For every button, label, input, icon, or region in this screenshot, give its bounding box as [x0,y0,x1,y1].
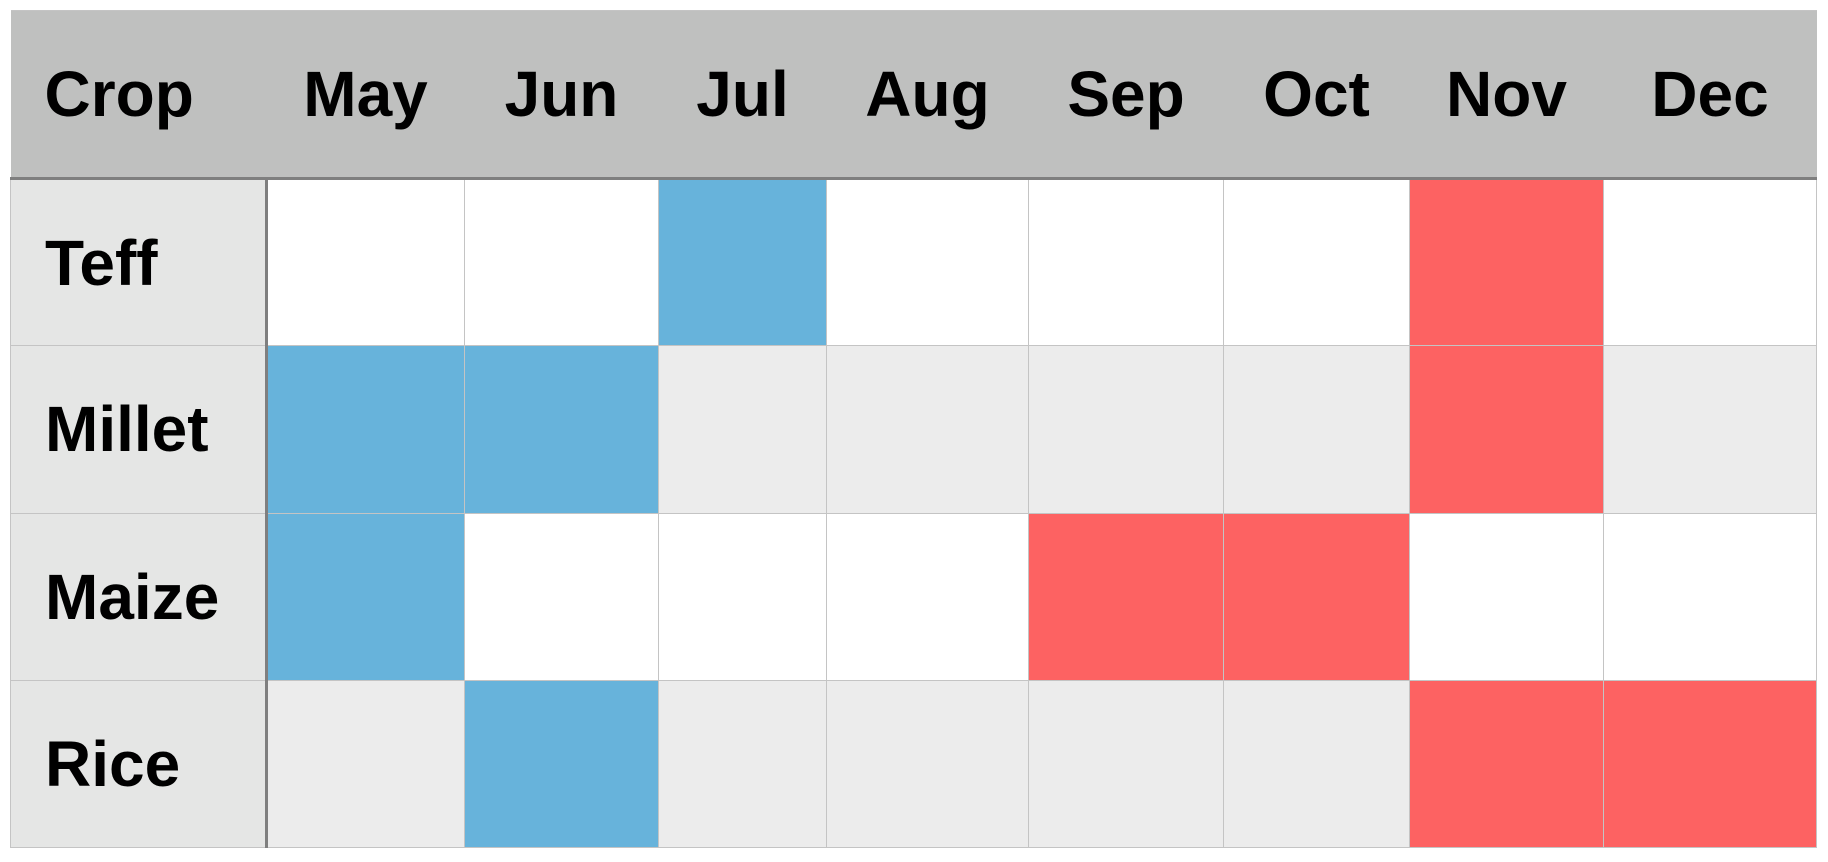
cell-teff-sep-empty [1028,177,1224,347]
cell-rice-nov-harvest [1409,679,1604,849]
cell-rice-oct-empty [1223,679,1410,849]
month-header-dec: Dec [1603,10,1817,180]
month-header-aug: Aug [826,10,1029,180]
cell-rice-aug-empty [826,679,1029,849]
cell-maize-oct-harvest [1223,512,1410,681]
month-header-sep: Sep [1028,10,1224,180]
calendar-body: Teff Millet Maize Rice [10,177,1817,849]
month-header-may: May [266,10,465,180]
crop-label: Maize [10,512,268,681]
cell-teff-aug-empty [826,177,1029,347]
month-header-nov: Nov [1409,10,1604,180]
cell-maize-sep-harvest [1028,512,1224,681]
cell-rice-dec-harvest [1603,679,1817,849]
crop-row-millet: Millet [10,345,1817,514]
cell-maize-aug-empty [826,512,1029,681]
cell-millet-jul-empty [658,345,827,514]
cell-teff-dec-empty [1603,177,1817,347]
cell-teff-may-empty [266,177,465,347]
crop-calendar-table: Crop May Jun Jul Aug Sep Oct Nov Dec Tef… [10,10,1817,849]
crop-label: Rice [10,679,268,849]
cell-rice-sep-empty [1028,679,1224,849]
cell-millet-oct-empty [1223,345,1410,514]
month-header-jun: Jun [464,10,659,180]
crop-column-header: Crop [10,10,267,180]
cell-rice-jun-plant [464,679,659,849]
cell-maize-dec-empty [1603,512,1817,681]
cell-maize-jun-empty [464,512,659,681]
crop-row-maize: Maize [10,512,1817,681]
cell-teff-nov-harvest [1409,177,1604,347]
crop-row-rice: Rice [10,679,1817,849]
cell-teff-oct-empty [1223,177,1410,347]
month-header-jul: Jul [658,10,827,180]
crop-label: Millet [10,345,268,514]
month-header-oct: Oct [1223,10,1410,180]
cell-teff-jun-empty [464,177,659,347]
crop-label: Teff [10,177,268,347]
cell-millet-jun-plant [464,345,659,514]
cell-millet-may-plant [266,345,465,514]
cell-rice-jul-empty [658,679,827,849]
cell-maize-nov-empty [1409,512,1604,681]
cell-millet-sep-empty [1028,345,1224,514]
header-row: Crop May Jun Jul Aug Sep Oct Nov Dec [10,10,1817,180]
cell-teff-jul-plant [658,177,827,347]
cell-millet-aug-empty [826,345,1029,514]
cell-millet-nov-harvest [1409,345,1604,514]
cell-rice-may-empty [266,679,465,849]
crop-row-teff: Teff [10,177,1817,347]
cell-maize-jul-empty [658,512,827,681]
cell-millet-dec-empty [1603,345,1817,514]
cell-maize-may-plant [266,512,465,681]
